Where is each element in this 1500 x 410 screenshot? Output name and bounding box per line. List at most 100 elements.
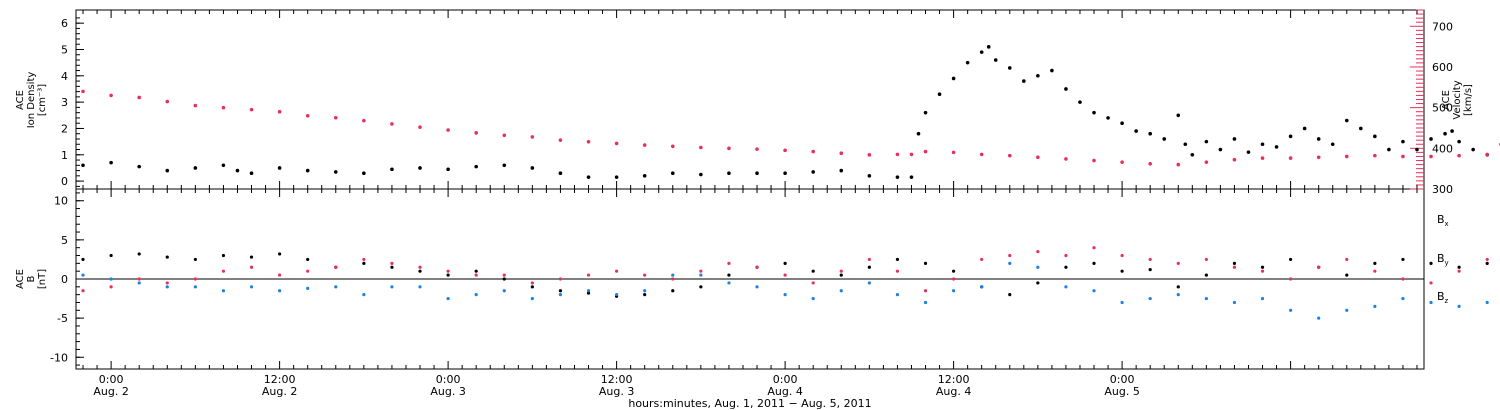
velocity-series-point: [333, 116, 338, 120]
density-series-point: [1471, 147, 1475, 152]
velocity-series-point: [1204, 160, 1209, 164]
density-series-point: [1246, 150, 1251, 154]
bx-series-point: [81, 257, 85, 262]
density-series-point: [418, 166, 422, 170]
density-tick-label: 0: [61, 175, 68, 188]
bx-series-point: [1401, 257, 1405, 262]
b-tick-label: -5: [57, 312, 68, 325]
bz-series-point: [1064, 253, 1068, 258]
velocity-series-point: [1007, 153, 1012, 158]
bx-series: [81, 252, 1489, 298]
density-series-point: [586, 175, 591, 179]
density-series-point: [937, 92, 942, 97]
velocity-series-point: [895, 152, 900, 157]
velocity-series-point: [1288, 156, 1293, 160]
bz-series-point: [1036, 250, 1040, 254]
axis-title-line: B: [26, 275, 37, 282]
bz-series-point: [923, 289, 928, 293]
by-series-point: [1485, 300, 1489, 305]
velocity-axis-title: ACE Velocity [km/s]: [1441, 80, 1474, 119]
bx-series-point: [1373, 261, 1377, 265]
date-tick-label: Aug. 5: [1104, 385, 1139, 398]
bz-series-point: [249, 265, 254, 269]
by-series-point: [1260, 296, 1265, 301]
density-series-point: [1330, 142, 1335, 147]
by-series-point: [1204, 296, 1208, 301]
velocity-series-point: [1485, 152, 1489, 157]
density-series-point: [1359, 126, 1363, 131]
density-series-point: [1415, 147, 1419, 152]
density-series-point: [923, 110, 928, 115]
bz-series-point: [1317, 265, 1321, 269]
density-series-point: [1373, 134, 1377, 139]
density-series-point: [1148, 131, 1152, 136]
density-series-point: [1162, 137, 1167, 141]
density-series-point: [1443, 131, 1447, 136]
bx-series-point: [306, 257, 310, 262]
bz-series-point: [530, 281, 534, 285]
velocity-series-point: [867, 153, 872, 157]
velocity-series-point: [642, 143, 647, 147]
bz-series-point: [137, 277, 141, 281]
bx-series-point: [923, 261, 928, 265]
density-tick-label: 4: [61, 70, 68, 83]
date-tick-label: Aug. 3: [599, 385, 634, 398]
density-series-point: [670, 171, 675, 176]
velocity-series-point: [249, 107, 254, 112]
bz-series-point: [755, 265, 759, 269]
b-tick-label: -10: [50, 351, 68, 364]
velocity-series-point: [418, 125, 422, 129]
bx-series-point: [1092, 261, 1096, 265]
bz-series-point: [1008, 253, 1012, 258]
by-series-point: [1457, 304, 1461, 308]
velocity-series-point: [277, 109, 282, 114]
bz-series-point: [109, 285, 113, 289]
velocity-series-point: [1092, 158, 1096, 163]
density-series-point: [986, 45, 991, 49]
by-series-point: [952, 289, 956, 293]
density-series-point: [305, 168, 310, 173]
bz-series-point: [1289, 277, 1293, 281]
bx-series-point: [1008, 293, 1012, 297]
bx-series-point: [446, 273, 450, 277]
axis-title-line: [cm⁻³]: [37, 84, 48, 116]
velocity-series-point: [1064, 157, 1068, 161]
density-series-point: [909, 175, 914, 179]
density-series-point: [1204, 139, 1209, 144]
velocity-series-point: [1036, 155, 1040, 160]
velocity-series-point: [783, 148, 787, 153]
bx-series-point: [137, 252, 141, 256]
velocity-series-point: [390, 122, 394, 126]
bz-series-point: [1176, 261, 1180, 265]
date-tick-label: Aug. 2: [93, 385, 128, 398]
density-series-point: [1450, 129, 1454, 133]
density-series-point: [446, 167, 450, 172]
bx-series-point: [362, 261, 366, 265]
density-series-point: [965, 60, 970, 65]
density-series-point: [614, 175, 619, 179]
bz-series-point: [1457, 269, 1461, 273]
density-series-point: [916, 131, 921, 136]
bz-series-point: [221, 269, 226, 273]
velocity-series-point: [586, 140, 591, 144]
bz-series-point: [278, 273, 282, 277]
velocity-series-point: [979, 152, 984, 157]
bx-series-point: [1036, 281, 1040, 285]
bx-series-point: [1204, 273, 1208, 277]
bz-series-point: [362, 257, 366, 262]
bx-series-point: [1148, 268, 1152, 272]
by-series-point: [1289, 308, 1293, 312]
velocity-series-point: [1232, 157, 1237, 162]
density-series-point: [165, 168, 170, 173]
density-series-point: [1022, 79, 1026, 83]
by-series-point: [699, 273, 703, 277]
velocity-series-point: [221, 105, 226, 110]
bz-series-point: [446, 269, 450, 273]
bz-series-point: [558, 277, 563, 281]
by-series-point: [278, 289, 282, 293]
velocity-series-point: [502, 133, 507, 138]
density-series-point: [277, 166, 282, 170]
velocity-series-point: [923, 149, 928, 154]
by-series-point: [362, 293, 366, 297]
bz-series-point: [867, 257, 871, 262]
